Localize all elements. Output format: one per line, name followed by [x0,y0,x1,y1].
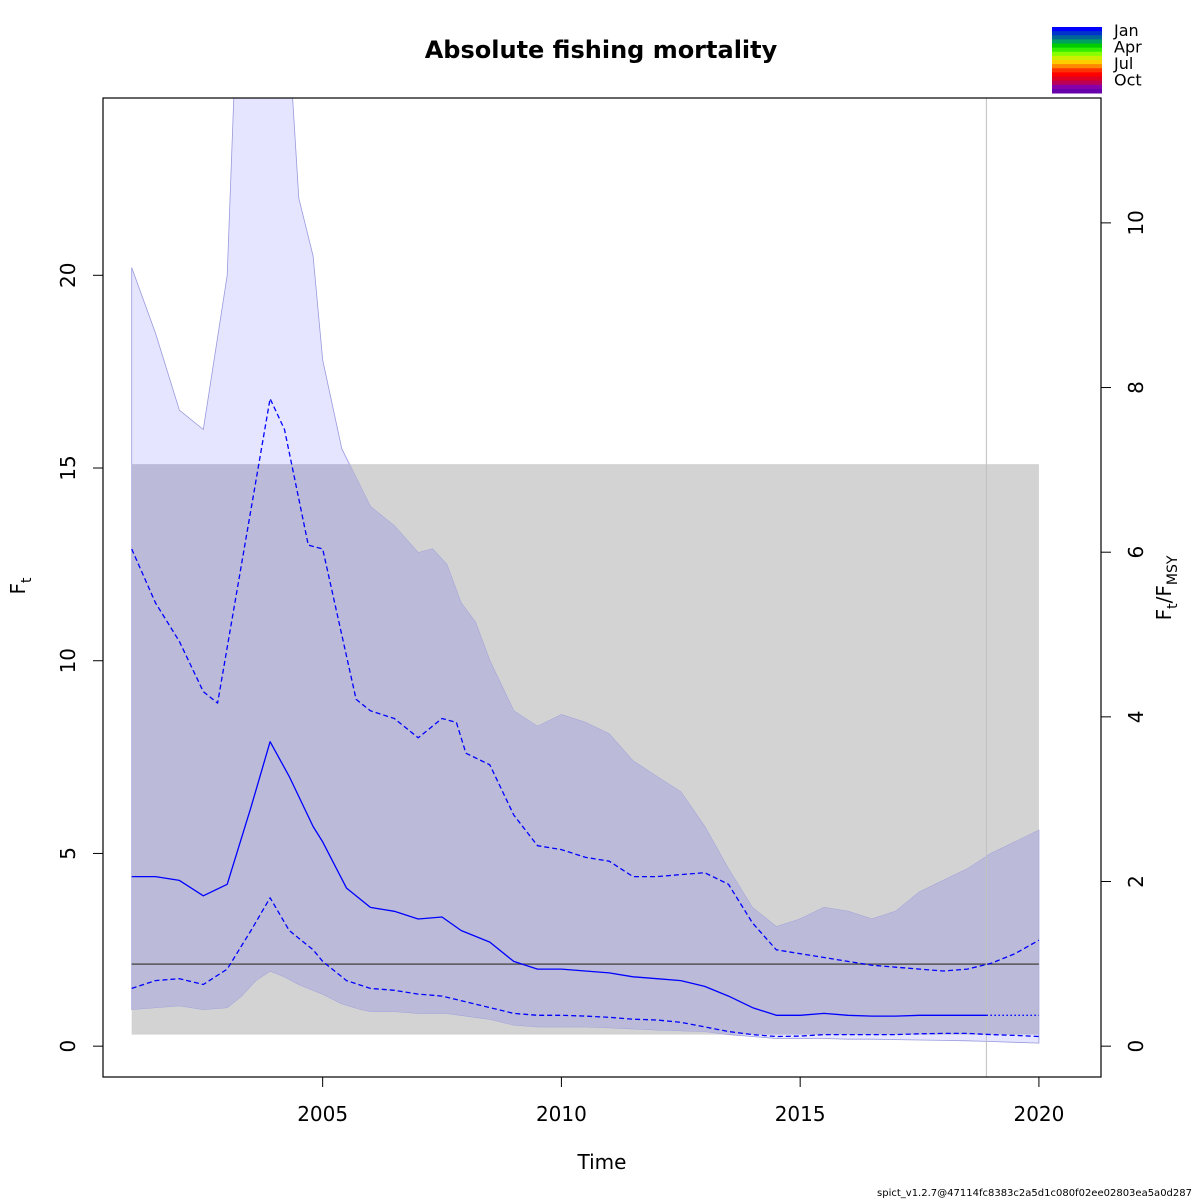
chart-title: Absolute fishing mortality [425,36,778,64]
y2-tick-label: 0 [1124,1040,1148,1053]
legend-swatch [1052,72,1102,77]
legend-swatch [1052,88,1102,94]
legend-swatch [1052,60,1102,65]
y2-tick-label: 10 [1124,210,1148,235]
legend-swatch [1052,84,1102,90]
x-tick-label: 2015 [775,1102,826,1126]
y2-axis-label: Ft/FMSY [1152,555,1181,620]
legend-swatch [1052,64,1102,69]
legend-swatch [1052,55,1102,61]
y2-tick-label: 2 [1124,875,1148,888]
y2-label-sub1: t [1165,603,1181,609]
legend-swatch [1052,76,1102,82]
y2-tick-label: 6 [1124,546,1148,559]
y-axis-label-sub: t [19,577,35,583]
y-tick-label: 5 [56,847,80,860]
band-box-overlap [131,464,1039,1035]
legend-swatch [1052,39,1102,44]
x-tick-label: 2020 [1013,1102,1064,1126]
series-ci-lower [131,897,1039,1038]
legend-swatch [1052,31,1102,36]
x-tick-label: 2005 [297,1102,348,1126]
legend-label: Oct [1114,71,1142,90]
legend-swatch [1052,51,1102,57]
x-tick-label: 2010 [536,1102,587,1126]
legend-label: Jan [1113,21,1139,40]
y2-tick-label: 8 [1124,381,1148,394]
x-axis-label: Time [577,1150,627,1174]
legend-swatch [1052,47,1102,53]
y-axis-label-main: F [6,583,30,595]
legend-label: Jul [1113,54,1133,73]
version-footer: spict_v1.2.7@47114fc8383c2a5d1c080f02ee0… [877,1188,1192,1199]
legend-swatch [1052,35,1102,40]
series-estimate [131,741,987,1017]
legend-swatch [1052,80,1102,86]
y-tick-label: 10 [56,648,80,673]
series-ci-upper [131,397,1040,972]
y2-label-sub2: MSY [1165,555,1181,585]
y-axis-label: Ft [6,577,35,595]
y2-tick-label: 4 [1124,711,1148,724]
y-tick-label: 20 [56,263,80,288]
legend-label: Apr [1114,38,1142,57]
legend-swatch [1052,27,1102,32]
legend-swatch [1052,68,1102,73]
y2-label-f2: /F [1152,585,1176,603]
y2-label-f1: F [1152,609,1176,621]
y-tick-label: 0 [56,1040,80,1053]
y-tick-label: 15 [56,455,80,480]
legend-swatch [1052,43,1102,49]
